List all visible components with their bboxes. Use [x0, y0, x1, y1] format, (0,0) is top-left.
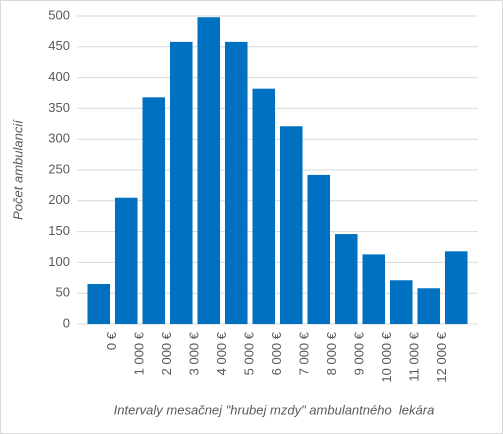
bar: [224, 41, 248, 324]
y-tick-label: 200: [48, 192, 70, 207]
x-tick-label: 1 000 €: [131, 331, 146, 375]
x-tick-label: 4 000 €: [214, 331, 229, 375]
x-tick-label: 8 000 €: [324, 331, 339, 375]
bar: [444, 251, 468, 324]
y-tick-label: 450: [48, 38, 70, 53]
y-tick-label: 100: [48, 254, 70, 269]
y-axis-title: Počet ambulancií: [10, 119, 25, 220]
x-axis-title: Intervaly mesačnej "hrubej mzdy" ambulan…: [114, 402, 435, 417]
bar: [389, 280, 413, 324]
x-tick-label: 5 000 €: [241, 331, 256, 375]
y-tick-label: 300: [48, 131, 70, 146]
y-tick-label: 150: [48, 223, 70, 238]
bar: [114, 197, 138, 324]
x-tick-label: 2 000 €: [159, 331, 174, 375]
x-tick-label: 6 000 €: [269, 331, 284, 375]
bar: [169, 41, 193, 324]
x-tick-label: 3 000 €: [186, 331, 201, 375]
y-tick-label: 400: [48, 69, 70, 84]
bar: [197, 17, 221, 325]
y-tick-label: 500: [48, 7, 70, 22]
bar: [279, 126, 303, 324]
x-tick-label: 7 000 €: [296, 331, 311, 375]
bar: [307, 174, 331, 324]
x-tick-label: 12 000 €: [434, 331, 449, 382]
y-tick-label: 50: [56, 285, 70, 300]
x-tick-label: 11 000 €: [406, 331, 421, 381]
bar: [87, 283, 111, 324]
x-tick-label: 0 €: [104, 331, 119, 350]
bar: [362, 254, 386, 324]
bar: [142, 97, 166, 324]
y-tick-label: 350: [48, 100, 70, 115]
bar: [334, 234, 358, 324]
x-tick-label: 9 000 €: [351, 331, 366, 375]
x-tick-label: 10 000 €: [379, 331, 394, 382]
bar: [417, 288, 441, 324]
y-tick-label: 0: [63, 315, 70, 330]
y-tick-label: 250: [48, 161, 70, 176]
bar: [252, 88, 276, 324]
